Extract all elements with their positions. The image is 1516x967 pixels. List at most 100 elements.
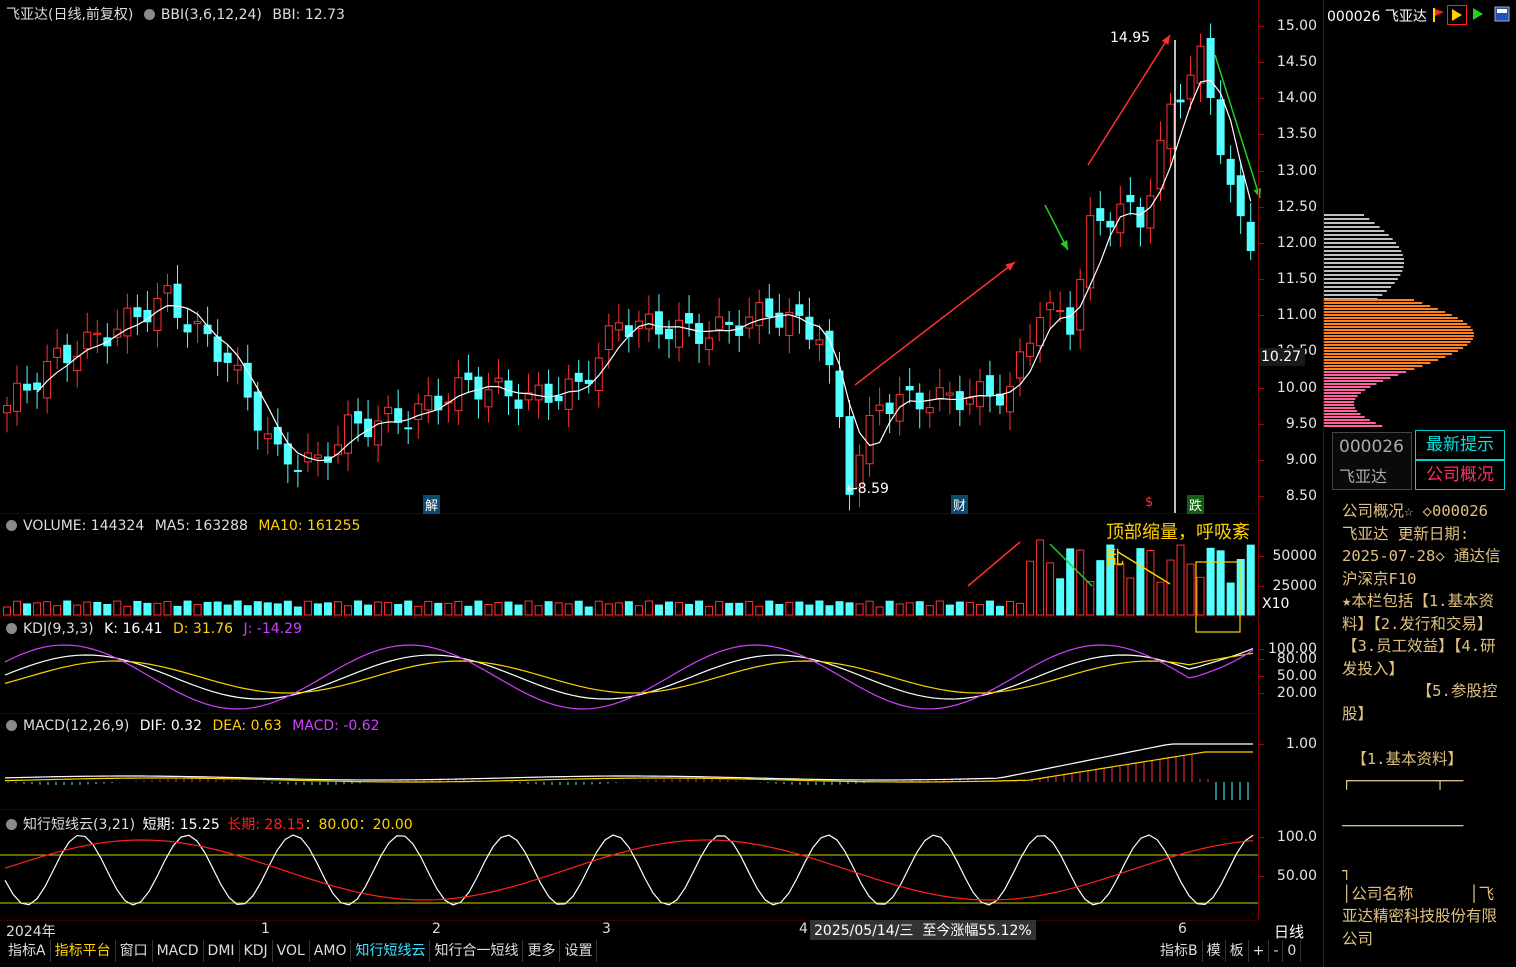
macd-name: MACD(12,26,9) [23, 718, 130, 734]
cloud-chart[interactable] [0, 810, 1258, 920]
period-button[interactable]: 日线 [1274, 923, 1305, 941]
candle-up [534, 384, 543, 401]
axis-tick-label: 50.00 [1276, 868, 1317, 884]
cloud-toggle-icon[interactable] [6, 819, 17, 830]
macd-pane[interactable]: MACD(12,26,9) DIF: 0.32 DEA: 0.63 MACD: … [0, 714, 1258, 810]
indicator-tab[interactable]: 窗口 [116, 940, 153, 962]
event-marker-cai[interactable]: 财 [951, 495, 969, 514]
volume-bar [965, 601, 974, 616]
indicator-tab[interactable]: 更多 [523, 940, 561, 962]
volume-bar [374, 601, 383, 616]
bottom-right-control[interactable]: 模 [1203, 940, 1226, 962]
volume-toggle-icon[interactable] [6, 520, 17, 531]
bottom-right-control[interactable]: 0 [1283, 940, 1302, 962]
kline-pane[interactable]: 飞亚达(日线,前复权) BBI(3,6,12,24) BBI: 12.73 14… [0, 0, 1261, 514]
f10-text[interactable]: 公司概况☆ ◇000026 飞亚达 更新日期: 2025-07-28◇ 通达信 沪深京… [1342, 500, 1516, 950]
volume-bar [444, 602, 453, 616]
indicator-tab[interactable]: 知行合一短线 [430, 940, 524, 962]
candle-down [805, 316, 814, 340]
volume-bar [574, 600, 583, 616]
macd-chart[interactable] [0, 714, 1258, 809]
indicator-tab[interactable]: AMO [310, 940, 352, 962]
period-label: (日线,前复权) [48, 7, 134, 23]
candle-down [985, 375, 994, 396]
indicator-value: BBI: 12.73 [272, 7, 345, 23]
volume-bar [1206, 547, 1215, 616]
bottom-right-control[interactable]: 板 [1226, 940, 1249, 962]
volume-bar [1246, 544, 1255, 616]
volume-bar [504, 601, 513, 616]
window-icon[interactable] [1494, 6, 1510, 22]
event-marker-s[interactable]: $ [1145, 495, 1154, 510]
candle-up [193, 320, 202, 325]
candle-down [845, 416, 854, 495]
volume-bar [113, 600, 122, 616]
macd-toggle-icon[interactable] [6, 720, 17, 731]
candle-down [695, 323, 704, 344]
candle-down [654, 311, 663, 335]
candle-down [765, 298, 774, 318]
candle-down [23, 383, 32, 391]
volume-bar [1186, 563, 1195, 616]
indicator-tab[interactable]: MACD [153, 940, 204, 962]
event-marker-jie[interactable]: 解 [423, 495, 441, 514]
volume-bar [755, 605, 764, 616]
axis-tick-label: 50.00 [1276, 668, 1317, 684]
candle-down [33, 382, 42, 390]
indicator-tab[interactable]: KDJ [240, 940, 273, 962]
volume-bar [1106, 544, 1115, 616]
indicator-tab[interactable]: 指标A [4, 940, 51, 962]
axis-tick-mark [1259, 837, 1264, 838]
axis-tick-mark [1259, 134, 1264, 136]
next-icon[interactable] [1470, 6, 1486, 22]
candle-down [133, 307, 142, 318]
event-marker-die[interactable]: 跌 [1187, 495, 1205, 514]
kdj-chart[interactable] [0, 617, 1258, 713]
kdj-name: KDJ(9,3,3) [23, 621, 94, 637]
right-info-panel: 000026 飞亚达 000026 飞亚达 最新提示 公司概况 公司概况☆ ◇0… [1323, 0, 1516, 967]
volume-chart[interactable] [0, 514, 1258, 633]
candle-up [524, 392, 533, 401]
candle-up [1006, 386, 1014, 413]
volume-bar [745, 600, 754, 616]
indicator-tab[interactable]: 知行短线云 [351, 940, 431, 962]
volume-bar [1096, 560, 1105, 616]
f10-line: 发投入】 [1342, 659, 1405, 678]
indicator-toggle-icon[interactable] [143, 9, 155, 20]
kdj-d-line [4, 652, 1254, 694]
bottom-right-control[interactable]: - [1269, 940, 1284, 962]
volume-bar [83, 601, 92, 616]
volume-bar [1006, 600, 1014, 616]
candle-down [183, 324, 192, 333]
bottom-right-control[interactable]: + [1249, 940, 1270, 962]
indicator-tab[interactable]: VOL [273, 940, 310, 962]
volume-pane[interactable]: VOLUME: 144324 MA5: 163288 MA10: 161255 … [0, 514, 1258, 633]
indicator-tab[interactable]: 指标平台 [51, 940, 116, 962]
volume-bar [474, 600, 483, 616]
axis-tick-mark [1259, 98, 1264, 100]
play-icon[interactable] [1447, 5, 1467, 25]
axis-tick-mark [1259, 459, 1264, 461]
volume-bar [1166, 559, 1175, 616]
flag-icon[interactable] [1432, 8, 1444, 22]
latest-tip-button[interactable]: 最新提示 [1415, 430, 1505, 460]
volume-bar [554, 602, 563, 616]
candle-up [384, 406, 393, 415]
kdj-pane[interactable]: KDJ(9,3,3) K: 16.41 D: 31.76 J: -14.29 [0, 617, 1258, 714]
candle-down [223, 352, 232, 363]
axis-tick-mark [1259, 315, 1264, 317]
indicator-tab[interactable]: 设置 [560, 940, 598, 962]
kline-chart[interactable] [0, 0, 1261, 513]
candle-down [243, 362, 252, 398]
stock-code-box[interactable]: 000026 飞亚达 [1332, 432, 1412, 490]
company-profile-button[interactable]: 公司概况 [1415, 460, 1505, 490]
volume-bar [1056, 578, 1065, 616]
time-label-1: 1 [261, 921, 270, 937]
axis-tick-label: 15.00 [1276, 18, 1317, 34]
indicator-tab[interactable]: DMI [204, 940, 240, 962]
cloud-pane[interactable]: 知行短线云(3,21) 短期: 15.25 长期: 28.15：80.00：20… [0, 810, 1258, 921]
kdj-toggle-icon[interactable] [6, 623, 17, 634]
candle-up [313, 454, 322, 459]
bottom-right-control[interactable]: 指标B [1156, 940, 1203, 962]
candle-up [1046, 302, 1055, 311]
